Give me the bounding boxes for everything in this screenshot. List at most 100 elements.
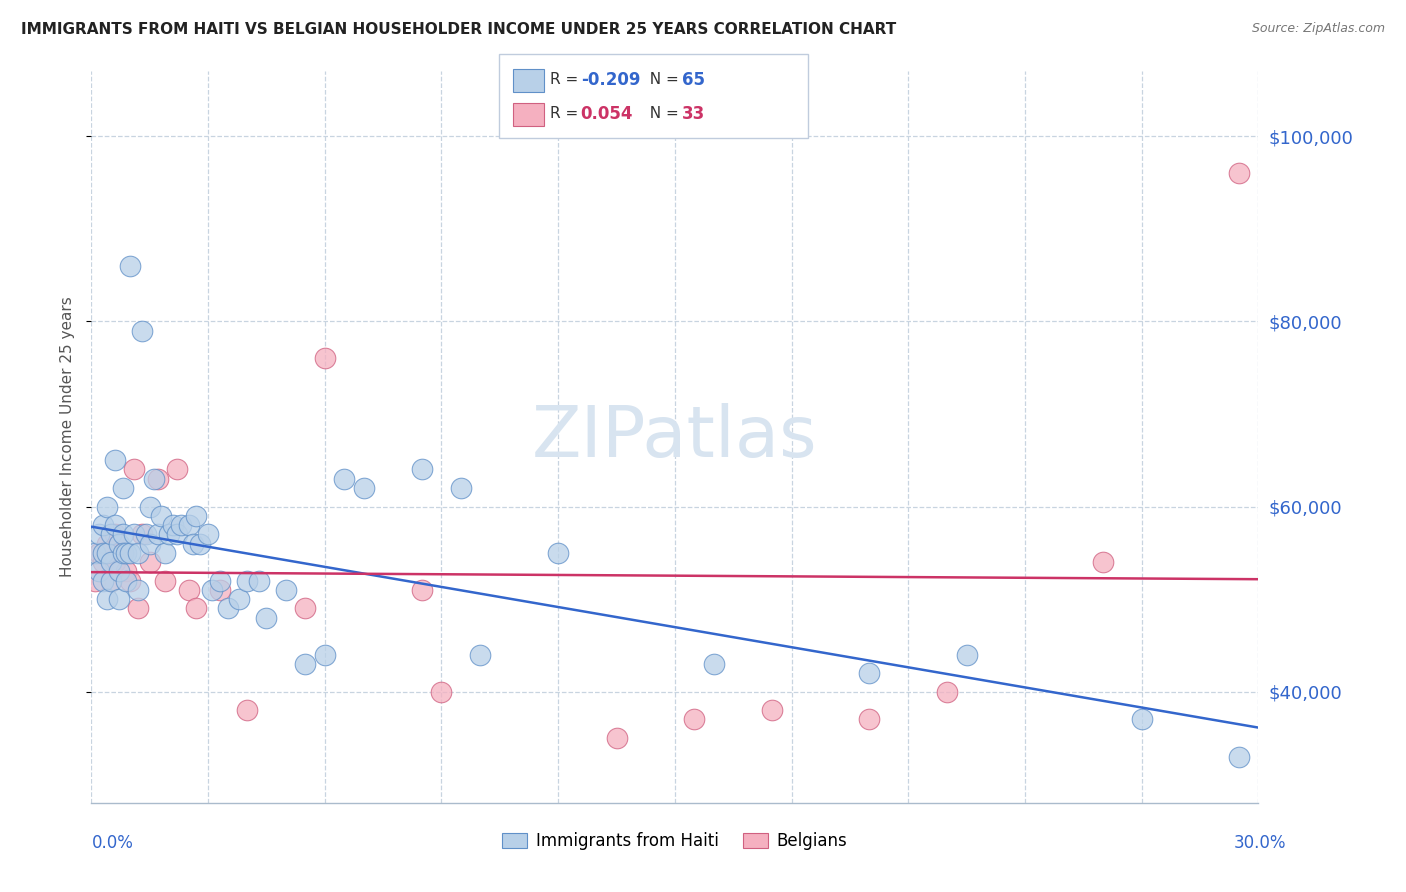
Point: [127, 601, 149, 615]
Point: [314, 351, 336, 366]
Point: [120, 259, 142, 273]
Text: 65: 65: [682, 70, 704, 88]
Point: [1227, 166, 1250, 180]
Point: [120, 546, 142, 560]
Text: N =: N =: [640, 106, 683, 121]
Point: [111, 527, 134, 541]
Point: [91, 546, 114, 560]
Point: [100, 555, 122, 569]
Point: [120, 574, 142, 588]
Point: [858, 713, 880, 727]
Point: [201, 582, 224, 597]
Text: 0.054: 0.054: [581, 104, 633, 122]
Text: 0.0%: 0.0%: [91, 834, 134, 852]
Point: [84, 574, 107, 588]
Point: [470, 648, 492, 662]
Text: 30.0%: 30.0%: [1234, 834, 1286, 852]
Point: [84, 546, 107, 560]
Point: [1130, 713, 1153, 727]
Point: [104, 555, 127, 569]
Text: 33: 33: [682, 104, 706, 122]
Point: [294, 601, 316, 615]
Point: [138, 500, 162, 514]
Point: [1091, 555, 1114, 569]
Text: ZIPatlas: ZIPatlas: [531, 402, 818, 472]
Point: [115, 574, 138, 588]
Point: [135, 527, 157, 541]
Point: [89, 527, 111, 541]
Point: [89, 565, 111, 579]
Point: [96, 500, 118, 514]
Point: [858, 666, 880, 681]
Point: [131, 527, 153, 541]
Point: [107, 536, 129, 550]
Point: [177, 582, 200, 597]
Point: [100, 574, 122, 588]
Point: [155, 574, 177, 588]
Point: [411, 462, 433, 476]
Point: [122, 527, 145, 541]
Point: [761, 703, 783, 717]
Point: [177, 518, 200, 533]
Point: [104, 453, 127, 467]
Point: [256, 610, 278, 624]
Text: R =: R =: [550, 106, 583, 121]
Point: [186, 601, 208, 615]
Point: [314, 648, 336, 662]
Point: [450, 481, 472, 495]
Point: [186, 508, 208, 523]
Point: [166, 527, 188, 541]
Point: [111, 546, 134, 560]
Point: [122, 462, 145, 476]
Point: [104, 518, 127, 533]
Point: [107, 565, 129, 579]
Point: [104, 527, 127, 541]
Legend: Immigrants from Haiti, Belgians: Immigrants from Haiti, Belgians: [495, 825, 855, 856]
Point: [115, 546, 138, 560]
Text: IMMIGRANTS FROM HAITI VS BELGIAN HOUSEHOLDER INCOME UNDER 25 YEARS CORRELATION C: IMMIGRANTS FROM HAITI VS BELGIAN HOUSEHO…: [21, 22, 897, 37]
Point: [236, 574, 259, 588]
Point: [274, 582, 297, 597]
Point: [111, 546, 134, 560]
Point: [91, 574, 114, 588]
Point: [107, 536, 129, 550]
Point: [294, 657, 316, 671]
Point: [353, 481, 375, 495]
Point: [936, 684, 959, 698]
Point: [703, 657, 725, 671]
Point: [236, 703, 259, 717]
Point: [162, 518, 184, 533]
Point: [208, 582, 231, 597]
Point: [197, 527, 219, 541]
Point: [89, 546, 111, 560]
Point: [956, 648, 979, 662]
Point: [1227, 749, 1250, 764]
Text: N =: N =: [640, 72, 683, 87]
Text: Source: ZipAtlas.com: Source: ZipAtlas.com: [1251, 22, 1385, 36]
Point: [188, 536, 211, 550]
Point: [100, 574, 122, 588]
Point: [127, 546, 149, 560]
Point: [606, 731, 628, 745]
Point: [96, 592, 118, 607]
Point: [208, 574, 231, 588]
Point: [96, 536, 118, 550]
Text: -0.209: -0.209: [581, 70, 640, 88]
Point: [111, 481, 134, 495]
Point: [683, 713, 706, 727]
Point: [91, 518, 114, 533]
Point: [138, 555, 162, 569]
Point: [107, 592, 129, 607]
Y-axis label: Householder Income Under 25 years: Householder Income Under 25 years: [60, 297, 76, 577]
Point: [157, 527, 180, 541]
Point: [91, 555, 114, 569]
Point: [430, 684, 453, 698]
Point: [150, 508, 173, 523]
Point: [155, 546, 177, 560]
Point: [138, 536, 162, 550]
Point: [142, 472, 165, 486]
Point: [217, 601, 239, 615]
Point: [547, 546, 569, 560]
Text: R =: R =: [550, 72, 583, 87]
Point: [100, 527, 122, 541]
